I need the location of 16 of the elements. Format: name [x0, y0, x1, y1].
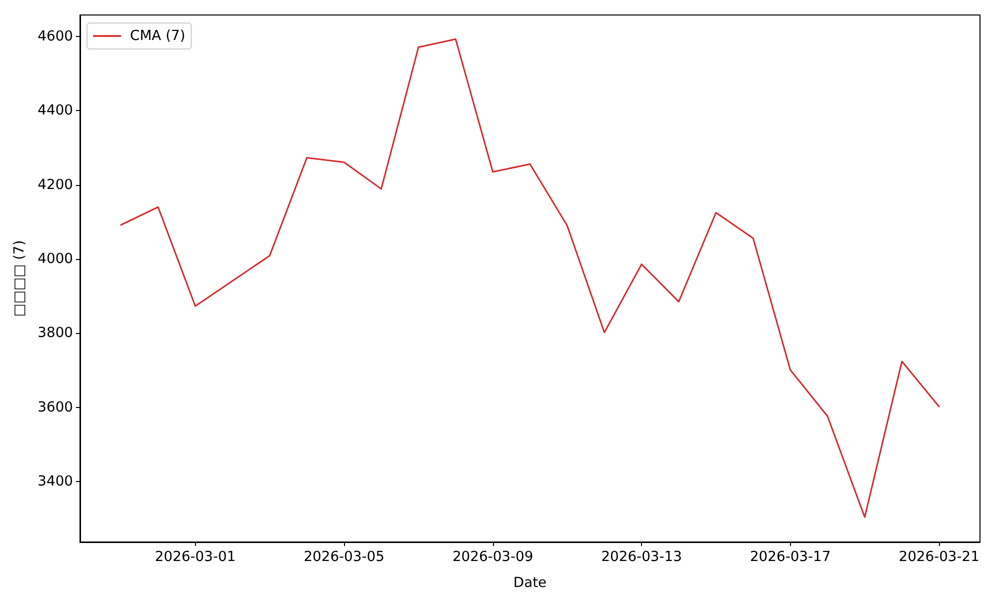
y-axis-title: □□□□ (7) [12, 240, 28, 317]
legend-label: CMA (7) [130, 28, 186, 44]
y-tick-label: 4000 [38, 251, 73, 268]
y-tick-label: 3800 [38, 325, 73, 342]
y-tick-label: 4400 [38, 102, 73, 119]
x-tick-label: 2026-03-13 [601, 549, 682, 565]
x-tick-label: 2026-03-17 [750, 549, 831, 565]
x-tick-label: 2026-03-01 [154, 549, 236, 565]
x-tick-label: 2026-03-09 [452, 549, 534, 565]
y-tick-label: 4200 [38, 176, 73, 193]
y-tick-label: 3400 [38, 474, 73, 490]
y-tick-label: 3600 [38, 399, 73, 416]
y-tick-label: 4600 [38, 28, 73, 45]
x-tick-label: 2026-03-05 [304, 549, 384, 565]
x-axis-title: Date [513, 575, 547, 591]
x-tick-label: 2026-03-21 [898, 549, 980, 565]
